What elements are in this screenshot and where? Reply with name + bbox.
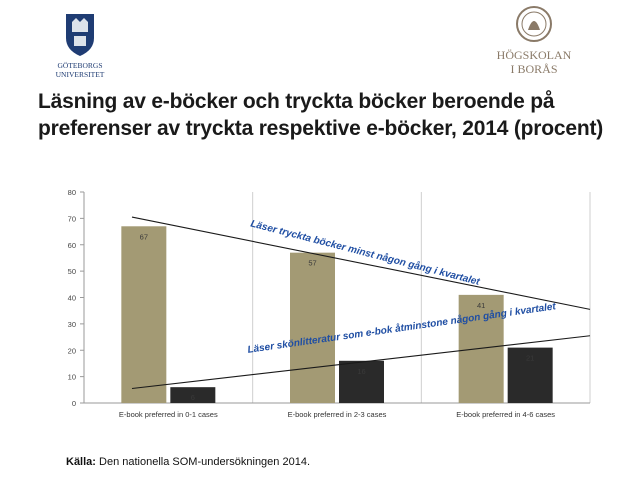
annotation-printed-books: Läser tryckta böcker minst någon gång i … [249, 218, 481, 289]
title-line-2: preferenser av tryckta respektive e-böck… [38, 117, 604, 140]
y-tick-label: 50 [68, 267, 76, 276]
y-tick-label: 20 [68, 346, 76, 355]
logo-left-text-2: UNIVERSITET [56, 70, 105, 79]
y-tick-label: 60 [68, 241, 76, 250]
bar-chart: 0 10 20 30 40 50 60 70 80 67 6 E-book preferred in … [68, 188, 591, 419]
page-title: Läsning av e-böcker och tryckta böcker b… [38, 88, 618, 142]
y-tick-label: 70 [68, 214, 76, 223]
bar-value-label: 57 [308, 259, 316, 268]
university-crest-icon [66, 14, 94, 56]
y-tick-label: 30 [68, 320, 76, 329]
goteborgs-universitet-logo: GÖTEBORGS UNIVERSITET [56, 14, 105, 79]
college-seal-icon [516, 6, 552, 42]
x-tick-label: E-book preferred in 4-6 cases [456, 410, 555, 419]
logo-left-text-1: GÖTEBORGS [57, 61, 102, 70]
bar [121, 226, 167, 403]
bar [170, 387, 216, 403]
bar-value-label: 6 [191, 393, 195, 402]
source-text: Den nationella SOM-undersökningen 2014. [95, 456, 310, 468]
x-tick-label: E-book preferred in 2-3 cases [288, 410, 387, 419]
source-note: Källa: Den nationella SOM-undersökningen… [66, 456, 310, 468]
bar [458, 294, 504, 403]
bar-value-label: 67 [140, 232, 148, 241]
logo-right-text-1: HÖGSKOLAN [497, 48, 572, 62]
source-label: Källa: [66, 456, 96, 468]
logo-right-text-2: I BORÅS [510, 62, 557, 76]
hogskolan-i-boras-logo: HÖGSKOLAN I BORÅS [497, 6, 572, 76]
y-tick-label: 10 [68, 373, 76, 382]
bar [507, 347, 553, 403]
trend-line-printed-books [131, 216, 591, 310]
title-line-1: Läsning av e-böcker och tryckta böcker b… [38, 90, 555, 113]
y-tick-label: 0 [72, 399, 76, 408]
bar [339, 360, 384, 403]
bar-value-label: 21 [526, 354, 534, 363]
bar [290, 252, 335, 403]
bar-value-label: 16 [357, 367, 365, 376]
y-tick-label: 40 [68, 294, 76, 303]
bar-value-label: 41 [477, 301, 485, 310]
y-tick-label: 80 [68, 188, 76, 197]
x-tick-label: E-book preferred in 0-1 cases [119, 410, 218, 419]
trend-line-ebooks [131, 335, 591, 390]
